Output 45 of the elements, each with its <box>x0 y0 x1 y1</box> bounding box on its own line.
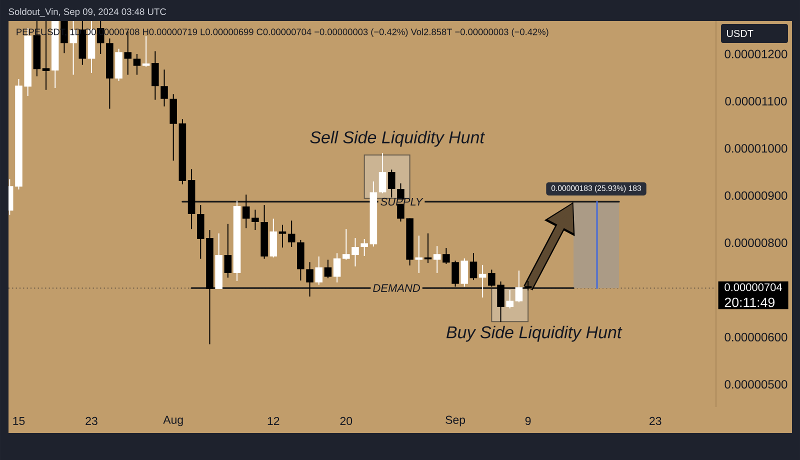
annotation: DEMAND <box>373 284 420 292</box>
chart-title: Soldout_Vin, Sep 09, 2024 03:48 UTC <box>8 8 166 17</box>
candlestick <box>242 194 250 229</box>
ref-line-label: 0.00000704 <box>724 283 782 292</box>
candlestick <box>315 256 323 286</box>
y-axis-title: USDT <box>727 30 754 38</box>
x-tick-label: Aug <box>163 416 183 426</box>
candlestick <box>415 235 423 274</box>
candlestick <box>388 169 396 198</box>
x-tick-label: 9 <box>525 416 531 426</box>
candlestick <box>160 69 168 107</box>
candlestick <box>278 224 286 248</box>
x-tick-label: 20 <box>340 416 352 426</box>
candlestick <box>506 289 514 309</box>
candlestick <box>224 223 232 278</box>
y-tick-label: 0.00000500 <box>724 380 788 389</box>
candlestick <box>424 232 432 264</box>
candlestick <box>306 262 314 298</box>
candlestick <box>133 54 141 76</box>
candlestick <box>252 209 259 231</box>
candlestick <box>152 50 159 100</box>
y-tick-label: 0.00001100 <box>725 96 787 106</box>
x-tick-label: 23 <box>86 416 98 426</box>
candlestick <box>142 36 150 68</box>
text: 20:11:49 <box>724 298 774 308</box>
y-tick-label: 0.00001200 <box>724 50 788 58</box>
candlestick <box>324 259 332 279</box>
candlestick <box>433 246 441 274</box>
y-tick-label: 0.00001000 <box>724 144 788 153</box>
y-tick-label: 0.00000900 <box>724 191 788 200</box>
candlestick <box>470 252 478 281</box>
x-tick-label: 15 <box>13 416 25 425</box>
candlestick <box>333 252 341 283</box>
x-tick-label: 23 <box>650 416 662 426</box>
x-tick-label: 12 <box>268 416 280 425</box>
candlestick <box>288 220 296 248</box>
annotation: Sell Side Liquidity Hunt <box>310 130 486 147</box>
candlestick <box>460 258 468 288</box>
annotation: Buy Side Liquidity Hunt <box>446 326 622 342</box>
x-tick-label: Sep <box>446 416 466 426</box>
y-tick-label: 0.00000600 <box>724 332 788 342</box>
y-tick-label: 0.00000800 <box>724 238 788 248</box>
candlestick <box>515 270 523 303</box>
candlestick <box>360 238 368 256</box>
candlestick <box>378 152 386 194</box>
